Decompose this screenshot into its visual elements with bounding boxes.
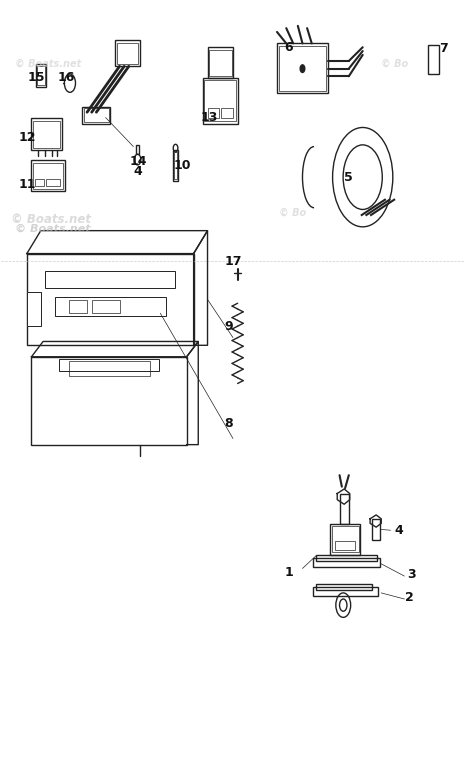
Text: 3: 3 <box>407 568 416 581</box>
Circle shape <box>300 65 305 72</box>
Bar <box>221 108 233 117</box>
Bar <box>313 558 380 567</box>
Bar <box>27 291 41 326</box>
Text: 7: 7 <box>439 42 448 55</box>
Text: © Boats.net: © Boats.net <box>11 213 91 226</box>
Bar <box>27 291 41 326</box>
Text: © Boats.net: © Boats.net <box>15 224 91 234</box>
Bar <box>46 179 60 186</box>
Text: 2: 2 <box>404 591 413 604</box>
Bar <box>207 108 219 117</box>
Text: 13: 13 <box>200 111 218 124</box>
Bar <box>136 145 139 154</box>
Bar <box>316 555 377 561</box>
Bar <box>335 541 355 550</box>
Bar <box>117 43 138 64</box>
Text: 6: 6 <box>284 41 293 54</box>
Text: 4: 4 <box>394 524 403 537</box>
Bar <box>115 40 140 67</box>
Bar <box>84 108 109 122</box>
Bar <box>59 359 159 370</box>
Text: 10: 10 <box>173 160 191 173</box>
Bar <box>279 47 326 91</box>
Bar <box>82 107 110 123</box>
Bar <box>204 80 236 121</box>
Bar <box>207 48 233 77</box>
Text: 9: 9 <box>224 320 233 333</box>
Bar <box>55 297 166 316</box>
Bar <box>332 526 359 552</box>
Text: 11: 11 <box>19 178 36 191</box>
Text: © Bo: © Bo <box>381 58 409 68</box>
Bar <box>173 150 178 181</box>
Bar <box>69 300 87 313</box>
Text: 4: 4 <box>134 165 143 177</box>
Bar <box>330 524 360 555</box>
Text: 17: 17 <box>224 255 242 268</box>
Bar <box>340 493 349 524</box>
Bar <box>427 45 439 74</box>
Bar <box>36 64 46 87</box>
Text: 8: 8 <box>224 416 233 430</box>
Bar <box>33 120 60 148</box>
Bar <box>372 518 380 540</box>
Bar <box>69 360 150 376</box>
Bar <box>45 272 175 288</box>
Bar <box>316 584 372 590</box>
Bar <box>32 160 65 191</box>
Text: 15: 15 <box>27 71 45 84</box>
Bar <box>27 254 194 345</box>
Bar <box>313 587 377 596</box>
Bar <box>33 163 63 189</box>
Bar <box>32 357 187 445</box>
Text: 16: 16 <box>58 71 75 84</box>
Bar <box>92 300 119 313</box>
Text: 14: 14 <box>129 156 147 169</box>
Text: 5: 5 <box>344 171 353 183</box>
Bar <box>37 66 45 85</box>
Text: © Bo: © Bo <box>279 207 307 217</box>
Text: 12: 12 <box>19 131 36 144</box>
Bar <box>32 118 62 150</box>
Bar <box>174 152 178 179</box>
Bar <box>35 179 44 186</box>
Text: 1: 1 <box>284 566 293 579</box>
Bar <box>203 77 238 123</box>
Bar <box>209 50 232 75</box>
Text: © Boats.net: © Boats.net <box>15 58 82 68</box>
Bar <box>277 44 328 93</box>
